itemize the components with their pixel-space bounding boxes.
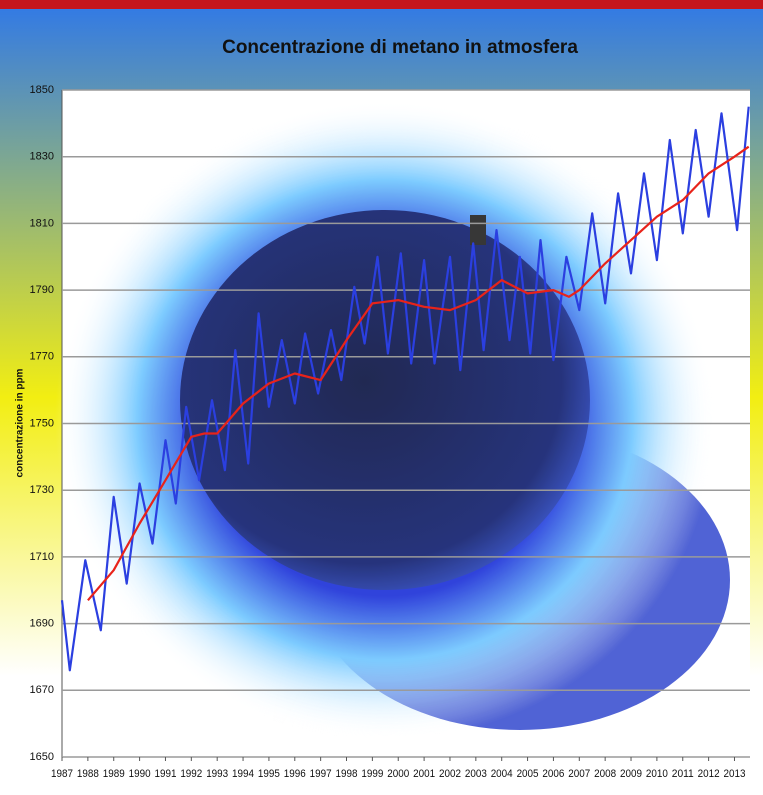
x-tick-label: 2005: [517, 768, 539, 780]
x-tick-label: 1997: [310, 768, 332, 780]
x-tick-label: 1991: [154, 768, 176, 780]
x-tick-label: 1994: [232, 768, 254, 780]
x-tick-label: 2013: [723, 768, 745, 780]
y-tick-label: 1770: [30, 351, 54, 363]
x-tick-label: 2001: [413, 768, 435, 780]
x-tick-label: 1996: [284, 768, 306, 780]
x-tick-label: 2008: [594, 768, 616, 780]
y-tick-label: 1690: [30, 618, 54, 630]
x-tick-label: 2002: [439, 768, 461, 780]
x-tick-label: 2011: [672, 768, 694, 780]
y-tick-label: 1810: [30, 217, 54, 229]
x-tick-label: 1998: [336, 768, 358, 780]
x-tick-label: 2009: [620, 768, 642, 780]
y-tick-label: 1750: [30, 417, 54, 429]
y-tick-label: 1710: [30, 551, 54, 563]
x-tick-label: 2006: [542, 768, 564, 780]
x-tick-label: 2007: [568, 768, 590, 780]
top-bar: [0, 0, 763, 9]
x-tick-label: 1995: [258, 768, 280, 780]
x-tick-label: 1989: [103, 768, 125, 780]
y-tick-label: 1670: [30, 684, 54, 696]
y-tick-label: 1850: [30, 84, 54, 96]
y-tick-label: 1830: [30, 151, 54, 163]
y-tick-label: 1790: [30, 284, 54, 296]
x-tick-label: 2000: [387, 768, 409, 780]
x-tick-label: 1990: [129, 768, 151, 780]
x-tick-label: 2010: [646, 768, 668, 780]
y-tick-label: 1730: [30, 484, 54, 496]
y-axis-label: concentrazione in ppm: [15, 368, 26, 477]
chart: Concentrazione di metano in atmosfera co…: [0, 0, 763, 795]
x-tick-label: 1992: [180, 768, 202, 780]
x-tick-label: 1988: [77, 768, 99, 780]
y-tick-label: 1650: [30, 751, 54, 763]
chart-title: Concentrazione di metano in atmosfera: [222, 37, 578, 58]
page: {"chart_data": {"type": "line", "title":…: [0, 0, 763, 795]
x-tick-label: 2012: [698, 768, 720, 780]
x-tick-label: 1993: [206, 768, 228, 780]
x-tick-label: 1999: [361, 768, 383, 780]
x-tick-label: 1987: [51, 768, 73, 780]
x-tick-label: 2003: [465, 768, 487, 780]
x-tick-label: 2004: [491, 768, 513, 780]
